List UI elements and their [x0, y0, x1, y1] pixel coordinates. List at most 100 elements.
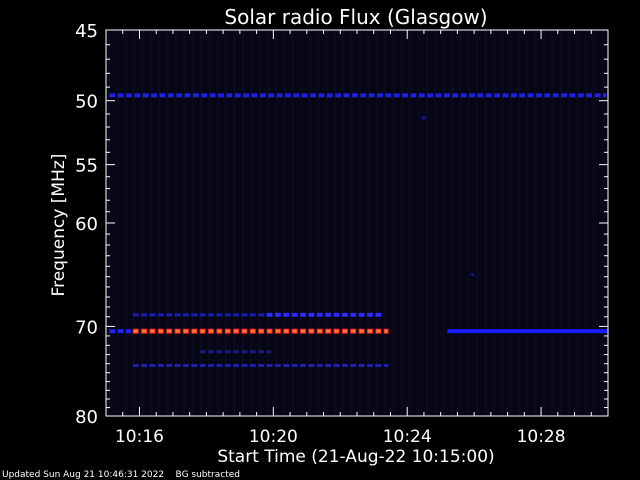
- emission-band: [422, 116, 426, 120]
- y-tick-label: 50: [75, 92, 98, 113]
- emission-band-core: [250, 329, 255, 333]
- emission-band-core: [300, 329, 306, 333]
- emission-band-core: [183, 329, 188, 333]
- emission-band-core: [292, 329, 297, 333]
- emission-band-segment: [234, 93, 241, 98]
- y-tick-label: 70: [75, 317, 98, 338]
- emission-band-segment: [176, 93, 183, 98]
- emission-band-segment: [522, 329, 532, 334]
- emission-band-segment: [358, 364, 365, 368]
- emission-band-core: [225, 329, 230, 333]
- emission-band-segment: [216, 350, 223, 354]
- emission-band-segment: [606, 329, 609, 334]
- emission-band-segment: [268, 93, 275, 98]
- emission-band-segment: [318, 93, 325, 98]
- emission-band-segment: [469, 93, 475, 98]
- emission-band-core: [175, 329, 180, 333]
- emission-band-segment: [283, 364, 290, 368]
- emission-band-segment: [182, 313, 189, 317]
- emission-band-segment: [291, 364, 298, 368]
- time-stripe: [266, 30, 269, 416]
- emission-band-segment: [477, 93, 484, 98]
- emission-band-segment: [464, 329, 473, 334]
- emission-band-segment: [149, 364, 156, 368]
- time-stripe: [333, 30, 336, 416]
- emission-band-segment: [544, 93, 551, 98]
- emission-band-segment: [350, 364, 357, 368]
- updated-timestamp: Updated Sun Aug 21 10:46:31 2022: [2, 470, 165, 480]
- emission-band-segment: [126, 329, 131, 334]
- emission-band-segment: [199, 313, 206, 317]
- emission-band-core: [367, 329, 373, 333]
- time-stripe: [183, 30, 186, 416]
- time-stripe: [200, 30, 203, 416]
- y-axis-label: Frequency [MHz]: [49, 154, 69, 297]
- emission-band-segment: [385, 93, 392, 98]
- x-tick-label: 10:16: [115, 427, 164, 447]
- time-stripe: [258, 30, 261, 416]
- emission-band-segment: [251, 93, 258, 98]
- time-stripe: [166, 30, 169, 416]
- emission-band-core: [200, 329, 205, 333]
- emission-band-segment: [594, 93, 601, 98]
- emission-band-segment: [201, 93, 208, 98]
- emission-band-segment: [285, 93, 291, 98]
- time-stripe: [191, 30, 194, 416]
- emission-band-core: [359, 329, 364, 333]
- emission-band-segment: [597, 329, 607, 334]
- time-stripe: [417, 30, 420, 416]
- emission-band-segment: [134, 93, 141, 98]
- emission-band-segment: [452, 93, 459, 98]
- emission-band-segment: [377, 93, 383, 98]
- time-stripe: [133, 30, 136, 416]
- emission-band-segment: [301, 93, 308, 98]
- emission-band-core: [167, 329, 172, 333]
- emission-band-segment: [341, 312, 348, 317]
- emission-band-segment: [243, 93, 250, 98]
- emission-band-segment: [577, 93, 584, 98]
- emission-band-segment: [208, 313, 214, 317]
- time-stripe: [484, 30, 487, 416]
- emission-band-core: [208, 329, 214, 333]
- time-stripe: [526, 30, 529, 416]
- emission-band-segment: [291, 312, 298, 317]
- time-stripe: [308, 30, 311, 416]
- emission-band-core: [326, 329, 331, 333]
- time-stripe: [325, 30, 328, 416]
- time-stripe: [384, 30, 387, 416]
- emission-band-segment: [586, 93, 593, 98]
- time-stripe: [149, 30, 152, 416]
- time-stripe: [174, 30, 177, 416]
- time-stripe: [317, 30, 320, 416]
- emission-band-segment: [514, 329, 524, 334]
- time-stripe: [141, 30, 144, 416]
- emission-band-core: [192, 329, 197, 333]
- emission-band-segment: [226, 93, 233, 98]
- emission-band-segment: [259, 93, 266, 98]
- axis-ticks: 45 50 55 60 70 80 10:16 10:20 10:24 10:28: [75, 21, 609, 447]
- emission-band-segment: [141, 364, 147, 368]
- time-stripe: [292, 30, 295, 416]
- emission-band-segment: [300, 312, 306, 317]
- emission-band-segment: [333, 364, 340, 368]
- time-stripe: [225, 30, 228, 416]
- emission-band-segment: [216, 364, 223, 368]
- emission-band-segment: [519, 93, 526, 98]
- emission-band-segment: [109, 329, 116, 334]
- emission-band-segment: [564, 329, 574, 334]
- emission-band-core: [234, 329, 239, 333]
- chart-title: Solar radio Flux (Glasgow): [224, 5, 487, 29]
- emission-band-segment: [505, 329, 515, 334]
- emission-band-segment: [258, 350, 265, 354]
- emission-band-segment: [283, 312, 290, 317]
- emission-band-segment: [360, 93, 367, 98]
- emission-band-segment: [325, 312, 332, 317]
- emission-band-segment: [258, 313, 265, 317]
- emission-band: [470, 273, 475, 277]
- time-stripe: [559, 30, 562, 416]
- emission-band-segment: [166, 364, 173, 368]
- emission-band-segment: [266, 364, 273, 368]
- emission-band-segment: [333, 312, 340, 317]
- emission-band-segment: [166, 313, 173, 317]
- emission-band-segment: [216, 313, 223, 317]
